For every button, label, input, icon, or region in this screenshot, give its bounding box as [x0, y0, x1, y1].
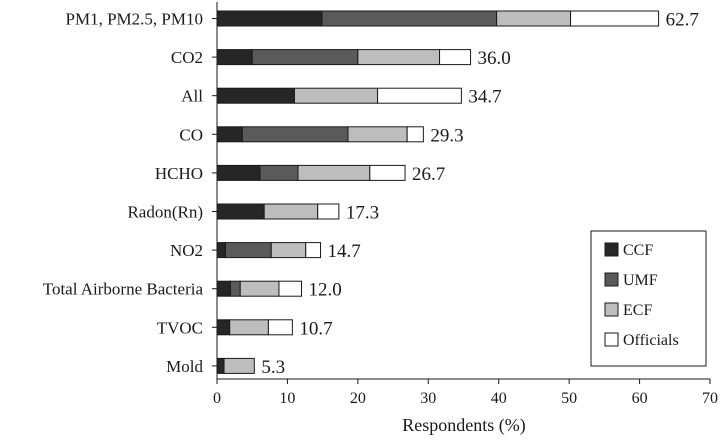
- bar-ecf-6: [270, 242, 307, 259]
- legend-swatch-ecf: [604, 302, 619, 317]
- value-label: 26.7: [412, 164, 445, 185]
- bar-umf-0: [321, 10, 498, 27]
- bar-ccf-4: [216, 164, 261, 181]
- category-label: Mold: [166, 357, 203, 376]
- value-label: 14.7: [328, 241, 361, 262]
- total-value-labels: 62.7 36.0 34.729.3 26.7 17.3 14.7 12.0 10.7 5.3: [261, 10, 699, 378]
- bar-ecf-1: [357, 49, 441, 66]
- bar-ecf-3: [347, 126, 408, 143]
- value-label: 29.3: [430, 125, 463, 146]
- bar-ccf-9: [216, 357, 225, 374]
- category-labels: PM1, PM2.5, PM10 CO2 All CO HCHO Radon(Rn) NO2…: [43, 10, 204, 376]
- value-label: 17.3: [346, 203, 379, 224]
- x-tick-label: 70: [702, 390, 718, 407]
- bar-officials-3: [406, 126, 424, 143]
- x-axis: 0 10 20 30 40 50 60 70: [212, 2, 718, 407]
- category-label: PM1, PM2.5, PM10: [66, 10, 203, 29]
- bar-umf-7: [229, 280, 241, 297]
- bar-umf-4: [259, 164, 299, 181]
- x-tick-label: 10: [279, 390, 295, 407]
- value-label: 10.7: [299, 318, 332, 339]
- value-label: 12.0: [309, 280, 342, 301]
- legend-label: UMF: [623, 272, 658, 289]
- category-label: CO: [179, 125, 203, 144]
- bar-ecf-8: [229, 319, 269, 336]
- bar-officials-0: [570, 10, 660, 27]
- legend-swatch-ccf: [604, 242, 619, 257]
- x-tick-label: 20: [350, 390, 366, 407]
- legend: CCF UMF ECF Officials: [590, 230, 707, 367]
- x-axis-title: Respondents (%): [402, 415, 525, 436]
- category-label: TVOC: [157, 318, 203, 337]
- bar-umf-1: [251, 49, 359, 66]
- bar-officials-1: [439, 49, 472, 66]
- bar-ccf-7: [216, 280, 231, 297]
- bar-umf-6: [224, 242, 272, 259]
- bar-ccf-6: [216, 242, 226, 259]
- value-label: 62.7: [666, 10, 699, 31]
- bar-officials-2: [377, 87, 462, 104]
- bar-ecf-2: [293, 87, 379, 104]
- category-label: Radon(Rn): [127, 203, 203, 222]
- bar-ccf-2: [216, 87, 295, 104]
- bar-ecf-5: [263, 203, 319, 220]
- value-label: 5.3: [261, 357, 285, 378]
- bar-officials-8: [267, 319, 293, 336]
- value-label: 34.7: [468, 87, 501, 108]
- value-label: 36.0: [478, 48, 511, 69]
- legend-swatch-umf: [604, 272, 619, 287]
- x-tick-label: 40: [491, 390, 507, 407]
- bar-officials-5: [317, 203, 340, 220]
- bar-ccf-5: [216, 203, 265, 220]
- x-tick-label: 50: [561, 390, 577, 407]
- bar-ecf-9: [223, 357, 255, 374]
- bar-ecf-7: [239, 280, 280, 297]
- x-tick-label: 30: [420, 390, 436, 407]
- category-label: NO2: [170, 241, 203, 260]
- bar-umf-3: [241, 126, 349, 143]
- legend-swatch-officials: [604, 332, 619, 347]
- bar-ccf-0: [216, 10, 323, 27]
- bar-ecf-0: [496, 10, 572, 27]
- legend-label: CCF: [623, 242, 653, 259]
- legend-label: ECF: [623, 302, 652, 319]
- category-label: CO2: [171, 48, 203, 67]
- category-label: All: [181, 87, 203, 106]
- bar-ecf-4: [297, 164, 371, 181]
- bar-ccf-1: [216, 49, 253, 66]
- category-label: HCHO: [155, 164, 203, 183]
- bar-ccf-8: [216, 319, 231, 336]
- legend-label: Officials: [623, 332, 679, 349]
- bar-officials-6: [305, 242, 322, 259]
- bar-segments: [216, 10, 660, 374]
- x-tick-label: 60: [632, 390, 648, 407]
- bar-officials-4: [369, 164, 406, 181]
- x-tick-label: 0: [213, 390, 221, 407]
- bar-ccf-3: [216, 126, 243, 143]
- category-label: Total Airborne Bacteria: [43, 280, 204, 299]
- bar-officials-7: [278, 280, 303, 297]
